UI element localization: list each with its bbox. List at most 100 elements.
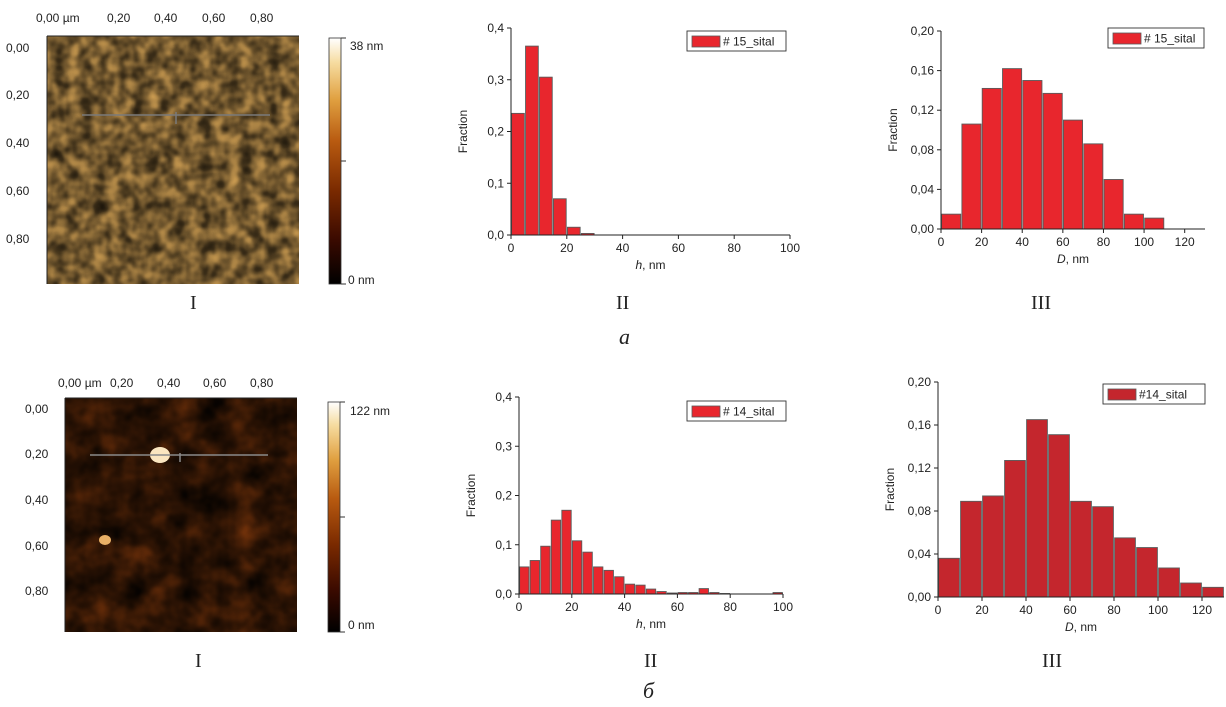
color-scale-bar xyxy=(328,402,340,632)
color-scale-a: 38 nm 0 nm xyxy=(329,38,383,287)
x-tick-label: 100 xyxy=(1134,235,1154,249)
y-axis-label: Fraction xyxy=(883,468,897,511)
legend-label: # 14_sital xyxy=(723,405,774,419)
afm-panel-a: 0,00 µm 0,20 0,40 0,60 0,80 0,00 0,20 0,… xyxy=(6,11,299,284)
afm-y-tick: 0,60 xyxy=(25,539,49,553)
afm-x-tick: 0,00 µm xyxy=(36,11,80,25)
histogram-bar xyxy=(1049,435,1070,597)
histogram-bar xyxy=(594,567,603,594)
y-tick-label: 0,08 xyxy=(911,143,935,157)
y-tick-label: 0,04 xyxy=(908,547,932,561)
x-axis-label: h, nm xyxy=(635,258,665,272)
color-scale-max: 38 nm xyxy=(350,39,383,53)
y-tick-label: 0,4 xyxy=(495,390,512,404)
histogram-bar xyxy=(1005,460,1026,597)
afm-y-tick: 0,80 xyxy=(6,232,30,246)
histogram-bar xyxy=(939,558,960,597)
histogram-bar xyxy=(1145,218,1164,229)
histogram-bar xyxy=(572,541,581,594)
panel-label-I: I xyxy=(195,650,202,672)
x-tick-label: 80 xyxy=(724,600,738,614)
panel-label-II: II xyxy=(644,650,657,672)
x-tick-label: 100 xyxy=(773,600,793,614)
histogram-bar xyxy=(646,589,655,594)
x-tick-label: 20 xyxy=(975,235,989,249)
y-tick-label: 0,2 xyxy=(495,489,512,503)
histogram-bar xyxy=(625,584,634,594)
histogram-bar xyxy=(1124,214,1143,229)
histogram-bar xyxy=(962,124,981,229)
x-tick-label: 40 xyxy=(618,600,632,614)
legend: # 15_sital xyxy=(687,31,786,51)
y-tick-label: 0,04 xyxy=(911,182,935,196)
x-tick-label: 0 xyxy=(938,235,945,249)
afm-y-tick: 0,20 xyxy=(6,88,30,102)
histogram-bar xyxy=(530,561,539,594)
histogram-bar xyxy=(636,585,645,594)
afm-x-tick: 0,60 xyxy=(202,11,226,25)
y-tick-label: 0,1 xyxy=(487,176,504,190)
y-tick-label: 0,12 xyxy=(908,461,932,475)
x-tick-label: 0 xyxy=(516,600,523,614)
afm-y-tick: 0,60 xyxy=(6,184,30,198)
afm-image-texture xyxy=(65,398,297,632)
y-tick-label: 0,0 xyxy=(495,587,512,601)
histogram-bar xyxy=(541,546,550,594)
legend: # 15_sital xyxy=(1108,28,1204,48)
histogram-bar xyxy=(942,214,961,229)
afm-x-tick: 0,20 xyxy=(107,11,131,25)
histogram-bar xyxy=(562,510,571,594)
panel-label-I: I xyxy=(190,292,197,314)
histogram-bar xyxy=(526,46,539,235)
x-tick-label: 20 xyxy=(565,600,579,614)
y-tick-label: 0,3 xyxy=(487,73,504,87)
y-tick-label: 0,4 xyxy=(487,21,504,35)
y-tick-label: 0,3 xyxy=(495,439,512,453)
histogram-bar xyxy=(1181,583,1202,597)
row-a: 0,00 µm 0,20 0,4 0 0,60 0,80 0,00 0,20 0,… xyxy=(6,11,1205,349)
histogram-bar xyxy=(1043,93,1062,229)
y-tick-label: 0,16 xyxy=(908,418,932,432)
y-tick-label: 0,20 xyxy=(908,375,932,389)
histogram-bar xyxy=(1027,420,1048,597)
legend: # 14_sital xyxy=(687,401,786,421)
y-axis-label: Fraction xyxy=(456,110,470,153)
histogram-bar xyxy=(1003,69,1022,229)
x-axis-label: D, nm xyxy=(1057,252,1089,266)
legend-swatch xyxy=(1113,33,1141,44)
histogram-bar xyxy=(567,227,580,235)
histogram-bar xyxy=(540,77,553,235)
y-tick-label: 0,16 xyxy=(911,64,935,78)
x-tick-label: 60 xyxy=(1056,235,1070,249)
x-tick-label: 60 xyxy=(671,600,685,614)
y-tick-label: 0,1 xyxy=(495,538,512,552)
y-axis-label: Fraction xyxy=(886,108,900,151)
histogram-bar xyxy=(1071,501,1092,597)
histogram-bar xyxy=(512,113,525,235)
afm-x-tick: 0,40 xyxy=(157,376,181,390)
histogram-bar xyxy=(615,577,624,594)
panel-label-II: II xyxy=(616,292,629,314)
x-axis-label: h, nm xyxy=(636,617,666,631)
x-tick-label: 40 xyxy=(1019,603,1033,617)
histogram-bar xyxy=(553,199,566,235)
histogram-bar xyxy=(1093,507,1114,597)
afm-y-tick: 0,00 xyxy=(25,402,49,416)
x-tick-label: 40 xyxy=(616,241,630,255)
panel-label-III: III xyxy=(1031,292,1051,314)
y-tick-label: 0,20 xyxy=(911,24,935,38)
histogram-bar xyxy=(982,88,1001,229)
x-tick-label: 100 xyxy=(780,241,800,255)
legend-label: #14_sital xyxy=(1139,388,1187,402)
x-tick-label: 0 xyxy=(935,603,942,617)
color-scale-bar xyxy=(329,38,341,284)
afm-y-tick: 0,20 xyxy=(25,447,49,461)
x-tick-label: 80 xyxy=(1097,235,1111,249)
x-tick-label: 20 xyxy=(560,241,574,255)
afm-x-tick: 0,80 xyxy=(250,11,274,25)
y-tick-label: 0,00 xyxy=(911,222,935,236)
color-scale-max: 122 nm xyxy=(350,404,390,418)
